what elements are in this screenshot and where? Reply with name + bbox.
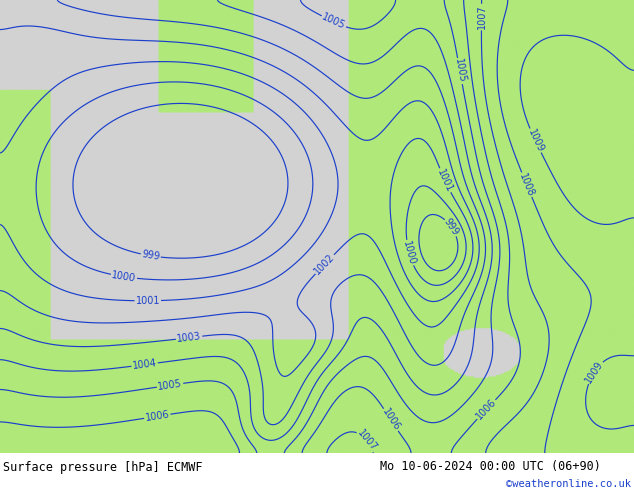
Text: 1002: 1002 (313, 252, 337, 276)
Text: 1007: 1007 (356, 428, 379, 453)
Text: 1005: 1005 (320, 12, 347, 31)
Text: 1009: 1009 (583, 359, 605, 385)
Text: 1004: 1004 (132, 358, 157, 371)
Text: 1006: 1006 (474, 397, 498, 422)
Text: 1001: 1001 (436, 167, 455, 194)
Text: 1007: 1007 (477, 5, 487, 29)
Text: 1000: 1000 (401, 240, 417, 266)
Text: 1006: 1006 (380, 407, 402, 433)
Text: 1003: 1003 (176, 331, 202, 344)
Text: 1005: 1005 (157, 378, 183, 392)
Text: 1009: 1009 (526, 127, 545, 154)
Text: 1008: 1008 (517, 172, 536, 198)
Text: 1001: 1001 (136, 295, 160, 306)
Text: Mo 10-06-2024 00:00 UTC (06+90): Mo 10-06-2024 00:00 UTC (06+90) (380, 460, 601, 473)
Text: 1006: 1006 (145, 410, 170, 423)
Text: Surface pressure [hPa] ECMWF: Surface pressure [hPa] ECMWF (3, 462, 203, 474)
Text: ©weatheronline.co.uk: ©weatheronline.co.uk (506, 480, 631, 490)
Text: 1000: 1000 (111, 270, 137, 284)
Text: 999: 999 (141, 249, 160, 262)
Text: 999: 999 (443, 217, 461, 238)
Text: 1005: 1005 (453, 58, 467, 84)
